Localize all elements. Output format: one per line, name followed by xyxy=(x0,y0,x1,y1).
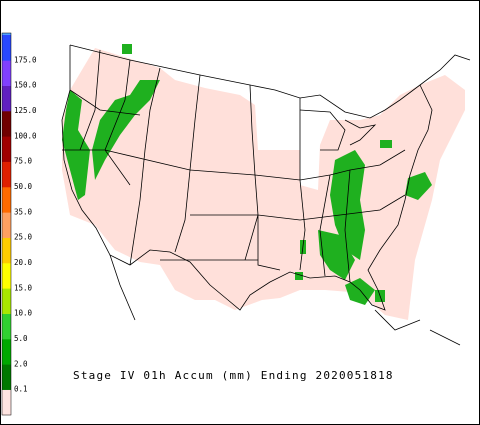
legend-swatch xyxy=(2,339,11,365)
legend-swatch xyxy=(2,288,11,314)
precip-blob xyxy=(405,172,432,200)
legend-swatch xyxy=(2,389,11,416)
boundaries xyxy=(61,44,471,346)
legend-label: 20.0 xyxy=(14,258,33,267)
legend-swatch xyxy=(2,60,11,86)
coverage-area xyxy=(62,48,465,320)
legend-swatch xyxy=(2,237,11,264)
legend-swatch xyxy=(2,85,11,112)
precip-blob xyxy=(62,90,90,200)
legend-label: 2.0 xyxy=(14,359,28,368)
legend-swatch xyxy=(2,161,11,188)
legend-label: 0.1 xyxy=(14,385,28,394)
legend-label: 75.0 xyxy=(14,157,33,166)
legend-label: 100.0 xyxy=(14,131,37,140)
caption: Stage IV 01h Accum (mm) Ending 202005181… xyxy=(73,369,394,382)
legend-label: 125.0 xyxy=(14,106,37,115)
radar-coverage xyxy=(62,48,465,320)
great-lakes xyxy=(299,109,377,151)
legend-label: 15.0 xyxy=(14,283,33,292)
precip-blob xyxy=(345,278,375,305)
precip-blob xyxy=(318,230,355,280)
legend-swatch xyxy=(2,187,11,213)
legend-label: 35.0 xyxy=(14,207,33,216)
precip-blob xyxy=(380,140,392,148)
legend-swatch xyxy=(2,136,11,162)
country-outline xyxy=(61,44,471,311)
precip-blob xyxy=(122,44,132,54)
legend-label: 175.0 xyxy=(14,55,37,64)
legend-swatch xyxy=(2,212,11,238)
legend-label: 25.0 xyxy=(14,233,33,242)
state-boundary xyxy=(62,49,406,283)
precip-blob xyxy=(92,80,160,180)
color-legend: 0.1 2.0 5.0 10.0 15.0 20.0 25.0 35.0 50.0 75.0 100… xyxy=(1,32,37,416)
precip-blob xyxy=(330,150,365,260)
legend-border xyxy=(1,32,12,416)
legend-swatch xyxy=(2,35,11,61)
coastline xyxy=(109,254,461,346)
legend-swatch xyxy=(2,364,11,390)
legend-label: 150.0 xyxy=(14,81,37,90)
legend-swatch xyxy=(2,111,11,137)
legend-swatch xyxy=(2,313,11,340)
legend-label: 50.0 xyxy=(14,182,33,191)
legend-label: 5.0 xyxy=(14,334,28,343)
precip-blob xyxy=(295,272,303,280)
legend-swatch xyxy=(2,263,11,289)
legend-label: 10.0 xyxy=(14,309,33,318)
